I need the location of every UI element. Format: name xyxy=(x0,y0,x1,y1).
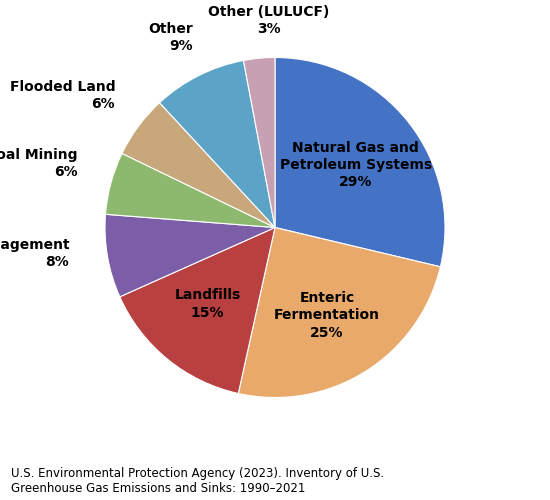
Text: Other (LULUCF)
3%: Other (LULUCF) 3% xyxy=(208,4,329,36)
Text: Landfills
15%: Landfills 15% xyxy=(174,288,241,320)
Wedge shape xyxy=(120,228,275,394)
Wedge shape xyxy=(105,214,275,297)
Wedge shape xyxy=(275,58,445,267)
Text: Coal Mining
6%: Coal Mining 6% xyxy=(0,148,78,179)
Wedge shape xyxy=(244,58,275,228)
Wedge shape xyxy=(160,60,275,228)
Text: Manure Management
8%: Manure Management 8% xyxy=(0,238,69,269)
Wedge shape xyxy=(238,228,441,398)
Wedge shape xyxy=(122,102,275,228)
Text: Other
9%: Other 9% xyxy=(148,22,192,53)
Wedge shape xyxy=(106,154,275,228)
Text: Flooded Land
6%: Flooded Land 6% xyxy=(9,80,115,111)
Text: U.S. Environmental Protection Agency (2023). Inventory of U.S.
Greenhouse Gas Em: U.S. Environmental Protection Agency (20… xyxy=(11,467,384,495)
Text: Natural Gas and
Petroleum Systems
29%: Natural Gas and Petroleum Systems 29% xyxy=(279,140,432,190)
Text: Enteric
Fermentation
25%: Enteric Fermentation 25% xyxy=(274,291,380,340)
